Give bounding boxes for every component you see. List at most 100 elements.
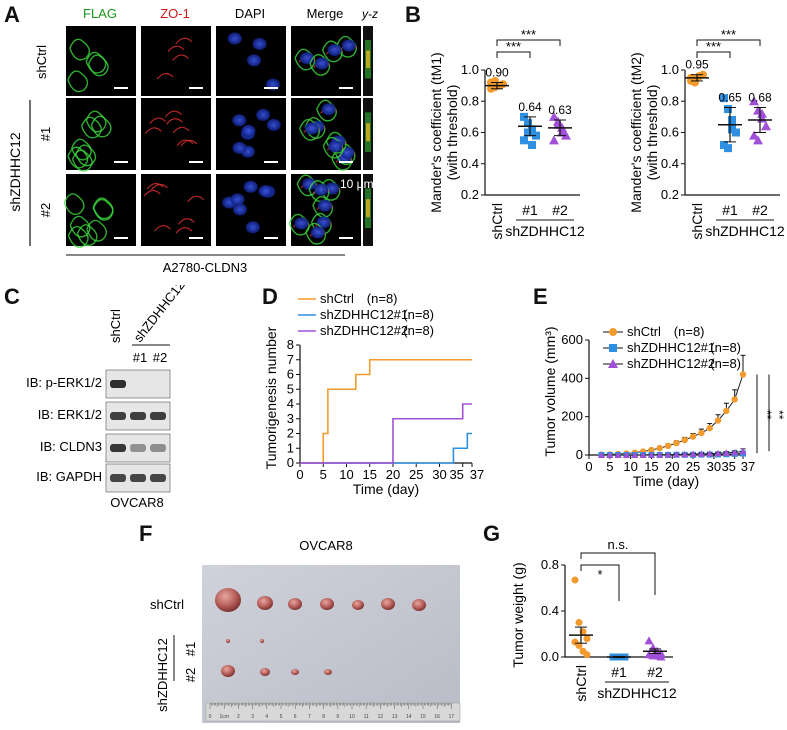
legend-n: (n=8) xyxy=(367,291,398,306)
group-label: shZDHHC12 xyxy=(505,223,585,239)
significance-label: ** xyxy=(772,410,786,420)
y-tick-label: 0 xyxy=(287,455,294,470)
ruler xyxy=(205,702,461,722)
col-header-yz: y-z xyxy=(361,7,378,21)
yz-overlap xyxy=(366,123,370,142)
data-point xyxy=(664,442,672,449)
data-point xyxy=(644,636,654,645)
significance-bracket xyxy=(696,51,731,58)
data-point xyxy=(524,119,532,128)
micrograph-tile xyxy=(141,26,211,96)
blot-band xyxy=(130,474,146,482)
yz-tile xyxy=(363,26,373,96)
panel-g-chart: Tumor weight (g) 0.0 0.4 0.8 shCtrl #1 #2 shZDH… xyxy=(510,537,677,702)
data-point xyxy=(673,439,680,447)
panel-letter-b: B xyxy=(405,2,421,27)
data-point xyxy=(724,105,732,114)
y-tick-label: 7 xyxy=(287,352,294,367)
legend-n: (n=8) xyxy=(710,340,741,355)
blot-row: IB: p-ERK1/2 xyxy=(26,369,171,399)
series-line xyxy=(300,432,472,464)
nucleus xyxy=(232,114,247,127)
y-tick-label: 200 xyxy=(561,409,583,424)
group-label: shZDHHC12 xyxy=(597,685,677,701)
data-point xyxy=(739,448,747,455)
legend-n: (n=8) xyxy=(403,307,434,322)
category-label: #2 xyxy=(552,202,568,218)
nucleus xyxy=(327,44,342,57)
row-label-2: #2 xyxy=(38,203,53,217)
zo1-signal xyxy=(146,182,164,190)
row-label-shctrl: shCtrl xyxy=(34,45,49,79)
micrograph-bg xyxy=(141,98,211,170)
ruler-label: 14 xyxy=(406,714,412,720)
nucleus xyxy=(256,108,271,121)
data-point xyxy=(731,396,738,403)
micrograph-bg xyxy=(66,98,136,170)
panel-f-photo: OVCAR8 shCtrl shZDHHC12 #1 #2 0 1cm 2 3 4 5 6 7… xyxy=(150,538,461,723)
zo1-signal xyxy=(166,118,183,125)
zo1-signal xyxy=(175,227,193,234)
data-point xyxy=(706,424,713,432)
blot-row: IB: GAPDH xyxy=(36,463,171,493)
flag-membrane xyxy=(67,146,89,169)
category-label: shCtrl xyxy=(689,203,705,240)
micrograph-tile xyxy=(66,98,136,172)
blot-label: IB: GAPDH xyxy=(36,469,102,484)
data-point xyxy=(520,136,528,145)
lane-label-1: #1 xyxy=(133,350,147,365)
y-tick-label: 0.4 xyxy=(461,156,479,171)
x-tick-label: 30 xyxy=(707,459,721,474)
ruler-label: 17 xyxy=(449,714,455,720)
data-point xyxy=(648,446,655,454)
blot-band xyxy=(110,444,126,452)
y-axis-label: Tumorigenesis number xyxy=(263,326,279,469)
ruler-label: 4 xyxy=(265,714,268,720)
data-point xyxy=(722,449,730,456)
nucleus xyxy=(304,122,319,135)
micrograph-tile xyxy=(216,26,286,96)
col-header-flag: FLAG xyxy=(83,6,117,21)
y-tick-label: 3 xyxy=(287,411,294,426)
mean-label: 0.68 xyxy=(748,91,772,105)
data-point xyxy=(583,651,591,659)
nucleus xyxy=(230,193,245,206)
x-tick-label: 0 xyxy=(585,459,592,474)
flag-membrane xyxy=(67,70,89,93)
data-point xyxy=(689,450,697,458)
data-point xyxy=(647,451,655,458)
ruler-label: 16 xyxy=(434,714,440,720)
ruler-label: 13 xyxy=(392,714,398,720)
category-label: shCtrl xyxy=(489,203,505,240)
series-line xyxy=(300,358,472,464)
flag-membrane xyxy=(69,215,91,238)
y-tick-label: 1.0 xyxy=(661,62,679,77)
data-point xyxy=(606,451,614,458)
panel-letter-e: E xyxy=(533,284,548,309)
tumor xyxy=(288,598,302,610)
y-tick-label: 1.0 xyxy=(461,62,479,77)
zo1-signal xyxy=(156,72,174,80)
significance-label: * xyxy=(597,567,602,582)
data-point xyxy=(681,450,689,458)
data-point xyxy=(597,451,605,458)
legend-label: shZDHHC12#2 xyxy=(320,323,408,338)
nucleus xyxy=(341,39,356,52)
x-axis-label: Time (day) xyxy=(353,481,419,497)
y-tick-label: 0.6 xyxy=(661,125,679,140)
zo1-signal xyxy=(144,127,162,134)
y-tick-label: 1 xyxy=(287,440,294,455)
nucleus xyxy=(232,141,247,154)
group-label: shZDHHC12 xyxy=(705,223,785,239)
y-tick-label: 4 xyxy=(287,396,294,411)
nucleus xyxy=(302,178,317,191)
data-point xyxy=(639,451,647,458)
ruler-label: 0 xyxy=(209,714,212,720)
nucleus xyxy=(314,183,329,196)
micrograph-tile xyxy=(216,98,286,170)
x-tick-label: 5 xyxy=(606,459,613,474)
category-label: #1 xyxy=(611,664,627,680)
data-point xyxy=(697,450,705,457)
tumor xyxy=(320,598,334,610)
